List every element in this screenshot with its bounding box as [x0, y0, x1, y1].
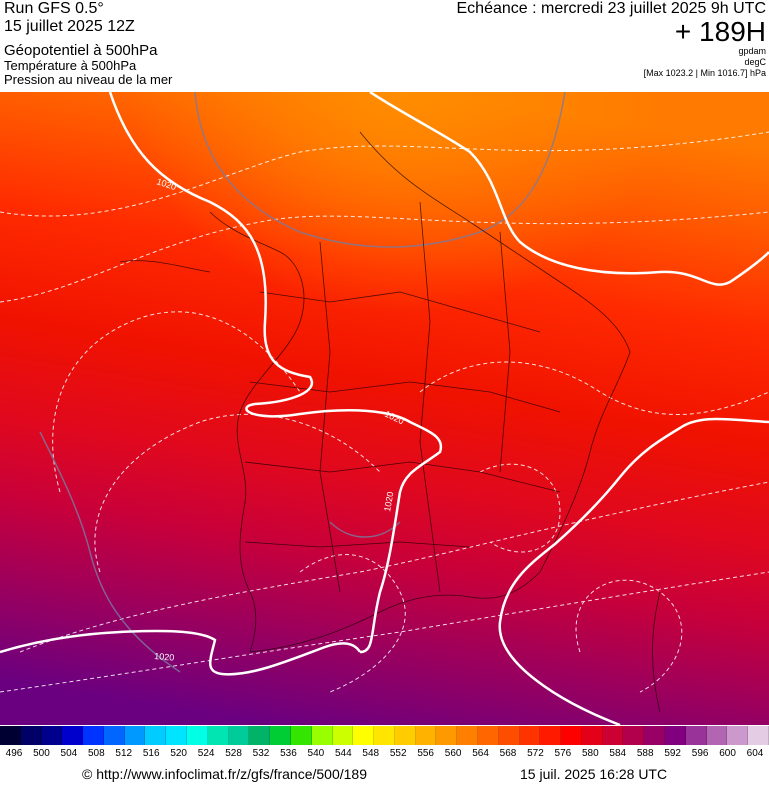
color-scale-label: 540 [307, 748, 325, 759]
color-scale-label: 544 [334, 748, 352, 759]
color-scale-label: 556 [417, 748, 434, 759]
color-scale-swatch [706, 726, 728, 745]
color-scale-swatch [602, 726, 624, 745]
isobar-label: 1020 [382, 491, 395, 512]
color-scale-swatch [103, 726, 125, 745]
isobar-labels: 1020 1020 1020 1020 [154, 176, 406, 662]
color-scale-label: 524 [197, 748, 215, 759]
color-scale-swatch [332, 726, 354, 745]
color-scale-swatch [290, 726, 312, 745]
color-scale-swatch [124, 726, 146, 745]
color-scale-labels: 496 500 504 508 512 516 520 524 528 532 536 540 544 5… [0, 748, 769, 762]
color-scale-label: 592 [664, 748, 681, 759]
run-title: Run GFS 0.5° [4, 0, 104, 17]
color-scale-swatch [0, 726, 21, 745]
param-pressure: Pression au niveau de la mer [4, 72, 173, 87]
color-scale-label: 504 [60, 748, 78, 759]
color-scale-label: 496 [5, 748, 23, 759]
color-scale-swatch [415, 726, 437, 745]
color-scale-swatch [353, 726, 375, 745]
isobar-label: 1020 [154, 651, 175, 663]
color-scale-swatch [20, 726, 42, 745]
isobars [0, 92, 769, 725]
color-scale-label: 564 [472, 748, 489, 759]
color-scale-swatch [145, 726, 167, 745]
unit-temperature: degC [744, 57, 766, 67]
color-scale-label: 584 [609, 748, 627, 759]
color-scale [0, 726, 769, 746]
color-scale-label: 536 [280, 748, 297, 759]
color-scale-swatch [62, 726, 84, 745]
param-temperature: Température à 500hPa [4, 58, 137, 73]
color-scale-swatch [540, 726, 562, 745]
temperature-isotherms [0, 131, 769, 693]
map-svg: 1020 1020 1020 1020 [0, 92, 769, 725]
color-scale-label: 568 [499, 748, 517, 759]
color-scale-swatch [394, 726, 416, 745]
color-scale-swatch [748, 726, 769, 745]
color-scale-swatch [187, 726, 208, 745]
footer-timestamp: 15 juil. 2025 16:28 UTC [520, 766, 668, 782]
color-scale-label: 588 [636, 748, 654, 759]
unit-geopotential: gpdam [738, 46, 766, 56]
color-scale-swatch [498, 726, 520, 745]
param-geopotential: Géopotentiel à 500hPa [4, 42, 158, 59]
color-scale-label: 532 [252, 748, 270, 759]
color-scale-swatch [477, 726, 499, 745]
color-scale-swatch [166, 726, 188, 745]
color-scale-label: 576 [554, 748, 572, 759]
color-scale-swatch [207, 726, 229, 745]
color-scale-label: 604 [746, 748, 764, 759]
color-scale-label: 580 [581, 748, 599, 759]
color-scale-swatch [623, 726, 645, 745]
color-scale-label: 560 [444, 748, 462, 759]
color-scale-swatch [311, 726, 333, 745]
color-scale-swatch [685, 726, 707, 745]
color-scale-swatch [270, 726, 291, 745]
color-scale-swatch [41, 726, 63, 745]
color-scale-swatch [249, 726, 271, 745]
header-right: Echéance : mercredi 23 juillet 2025 9h U… [457, 0, 767, 79]
color-scale-swatch [436, 726, 458, 745]
color-scale-swatch [519, 726, 541, 745]
color-scale-label: 520 [170, 748, 187, 759]
color-scale-label: 572 [527, 748, 544, 759]
color-scale-swatch [665, 726, 686, 745]
color-scale-label: 500 [33, 748, 50, 759]
footer-url[interactable]: © http://www.infoclimat.fr/z/gfs/france/… [82, 766, 367, 782]
pressure-range: [Max 1023.2 | Min 1016.7] hPa [643, 68, 766, 78]
color-scale-swatch [457, 726, 478, 745]
forecast-valid-time: Echéance : mercredi 23 juillet 2025 9h U… [456, 0, 767, 17]
color-scale-swatch [644, 726, 665, 745]
color-scale-label: 548 [362, 748, 380, 759]
color-scale-label: 596 [691, 748, 709, 759]
color-scale-swatch [581, 726, 603, 745]
color-scale-label: 508 [87, 748, 105, 759]
color-scale-label: 600 [719, 748, 736, 759]
color-scale-swatch [561, 726, 582, 745]
color-scale-swatch [228, 726, 250, 745]
forecast-hours: + 189H [674, 16, 766, 47]
color-scale-label: 512 [115, 748, 133, 759]
color-scale-label: 528 [225, 748, 242, 759]
color-scale-swatch [727, 726, 749, 745]
header-left: Run GFS 0.5° 15 juillet 2025 12Z Géopote… [4, 0, 172, 87]
weather-map: 1020 1020 1020 1020 [0, 92, 769, 725]
geopotential-high [0, 92, 769, 725]
color-scale-swatch [83, 726, 104, 745]
color-scale-label: 552 [389, 748, 407, 759]
color-scale-swatch [374, 726, 395, 745]
color-scale-label: 516 [142, 748, 160, 759]
run-date: 15 juillet 2025 12Z [4, 18, 135, 35]
